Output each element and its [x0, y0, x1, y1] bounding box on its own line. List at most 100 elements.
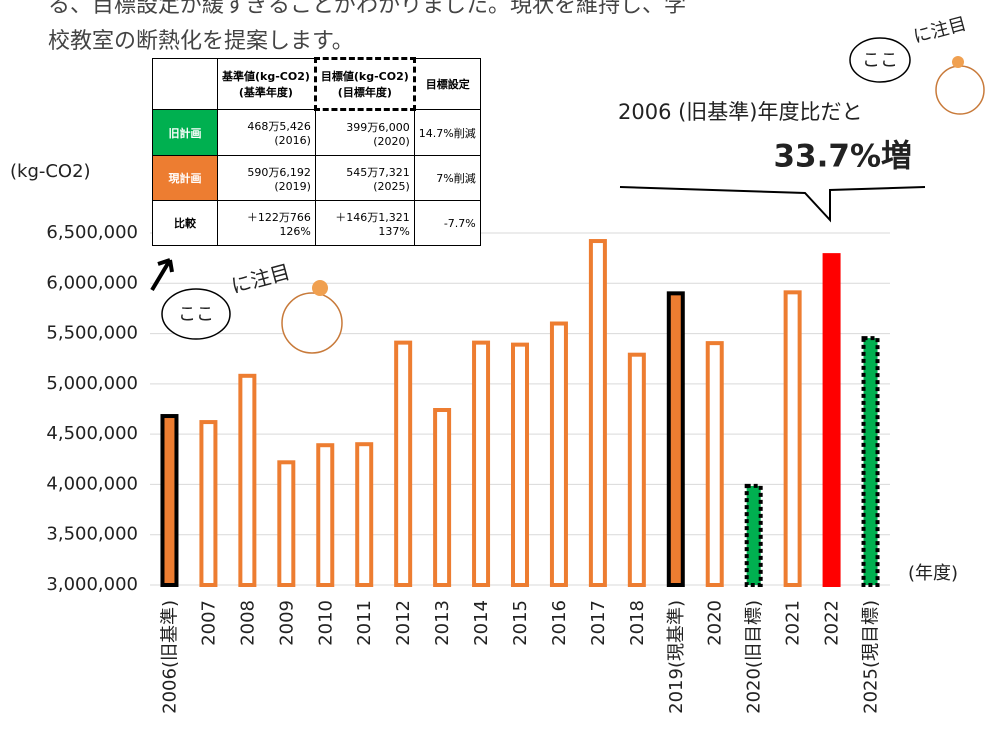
table-cell — [153, 59, 218, 110]
x-tick-label: 2020 — [705, 600, 726, 646]
x-tick-label: 2014 — [471, 600, 492, 646]
cell-line: 399万6,000 — [320, 119, 410, 135]
y-tick-label: 4,500,000 — [46, 423, 138, 444]
y-tick-label: 6,000,000 — [46, 272, 138, 293]
x-tick-label: 2021 — [783, 600, 804, 646]
bar — [474, 343, 488, 585]
bar — [357, 444, 371, 585]
chick-icon — [282, 293, 342, 353]
bar — [162, 416, 176, 585]
cell-line: ＋122万766 — [222, 209, 311, 225]
y-tick-label: 4,000,000 — [46, 473, 138, 494]
x-tick-label: 2017 — [588, 600, 609, 646]
x-tick-label: 2016 — [549, 600, 570, 646]
table-cell: -7.7% — [414, 201, 480, 246]
x-tick-label: 2020(旧目標) — [744, 600, 765, 714]
bar — [513, 345, 527, 585]
bar — [435, 410, 449, 585]
cell-line: 126% — [222, 225, 311, 238]
bar — [747, 486, 761, 585]
bar — [279, 462, 293, 585]
cell-line: 基準値(kg-CO2) — [222, 68, 310, 84]
cell-line: 137% — [320, 225, 410, 238]
bar — [825, 255, 839, 585]
callout-text: に注目 — [229, 259, 293, 298]
x-tick-label: 2011 — [354, 600, 375, 646]
table-cell: 旧計画 — [153, 110, 218, 156]
table-cell: 14.7%削減 — [414, 110, 480, 156]
x-tick-label: 2018 — [627, 600, 648, 646]
x-tick-label: 2025(現目標) — [861, 600, 882, 714]
x-tick-label: 2019(現基準) — [666, 600, 687, 714]
bar — [240, 376, 254, 585]
cell-line: (基準年度) — [222, 84, 310, 100]
bar — [630, 355, 644, 585]
chick-icon — [936, 66, 984, 114]
x-unit: (年度) — [908, 563, 958, 584]
bar — [591, 241, 605, 585]
bar — [318, 445, 332, 585]
cell-line: (2020) — [320, 135, 410, 148]
cell-line: 468万5,426 — [222, 118, 311, 134]
callout-text: ここ — [178, 304, 214, 325]
x-tick-label: 2009 — [276, 600, 297, 646]
cell-line: 目標値(kg-CO2) — [321, 68, 409, 84]
bar — [396, 343, 410, 585]
chick-icon — [952, 56, 964, 68]
cell-line: (目標年度) — [321, 84, 409, 100]
y-unit: (kg-CO2) — [10, 161, 91, 182]
callout-text: ここ — [862, 50, 898, 71]
table-cell: 545万7,321(2025) — [315, 156, 414, 201]
table-cell: 目標値(kg-CO2)(目標年度) — [315, 59, 414, 110]
bar — [552, 324, 566, 585]
table-cell: 468万5,426(2016) — [218, 110, 316, 156]
callout-text: に注目 — [911, 13, 969, 47]
arrow — [152, 260, 172, 290]
table-cell: 7%削減 — [414, 156, 480, 201]
comparison-table: 基準値(kg-CO2)(基準年度)目標値(kg-CO2)(目標年度)目標設定旧計… — [152, 57, 481, 246]
y-tick-label: 5,500,000 — [46, 323, 138, 344]
bar — [864, 338, 878, 585]
table-cell: 目標設定 — [414, 59, 480, 110]
table-cell: 比較 — [153, 201, 218, 246]
chick-icon — [312, 280, 328, 296]
y-tick-label: 5,000,000 — [46, 373, 138, 394]
x-tick-label: 2015 — [510, 600, 531, 646]
x-tick-label: 2012 — [393, 600, 414, 646]
callout-line — [620, 187, 925, 220]
x-tick-label: 2006(旧基準) — [159, 600, 180, 714]
increase-note: 33.7%増 — [773, 139, 912, 175]
y-tick-label: 3,500,000 — [46, 524, 138, 545]
cell-line: 590万6,192 — [222, 164, 311, 180]
cell-line: (2016) — [222, 134, 311, 147]
x-tick-label: 2022 — [822, 600, 843, 646]
cell-line: (2019) — [222, 180, 311, 193]
comparison-note: 2006 (旧基準)年度比だと — [618, 100, 863, 124]
bar — [786, 292, 800, 585]
cell-line: (2025) — [320, 180, 410, 193]
table-cell: 基準値(kg-CO2)(基準年度) — [218, 59, 316, 110]
table-cell: 590万6,192(2019) — [218, 156, 316, 201]
bar — [669, 293, 683, 585]
cell-line: 545万7,321 — [320, 164, 410, 180]
x-tick-label: 2013 — [432, 600, 453, 646]
bar — [708, 343, 722, 585]
intro-line: 校教室の断熱化を提案します。 — [48, 29, 354, 54]
cell-line: ＋146万1,321 — [320, 209, 410, 225]
table-cell: 399万6,000(2020) — [315, 110, 414, 156]
bar — [201, 422, 215, 585]
table-cell: 現計画 — [153, 156, 218, 201]
x-tick-label: 2008 — [237, 600, 258, 646]
x-tick-label: 2010 — [315, 600, 336, 646]
page: る、目標設定が緩すぎることがわかりました。現状を維持し、学 校教室の断熱化を提案… — [0, 0, 1008, 741]
x-tick-label: 2007 — [198, 600, 219, 646]
y-tick-label: 3,000,000 — [46, 574, 138, 595]
y-tick-label: 6,500,000 — [46, 222, 138, 243]
table-header: 基準値(kg-CO2)(基準年度)目標値(kg-CO2)(目標年度)目標設定 — [153, 59, 481, 110]
intro-line: る、目標設定が緩すぎることがわかりました。現状を維持し、学 — [48, 0, 686, 18]
